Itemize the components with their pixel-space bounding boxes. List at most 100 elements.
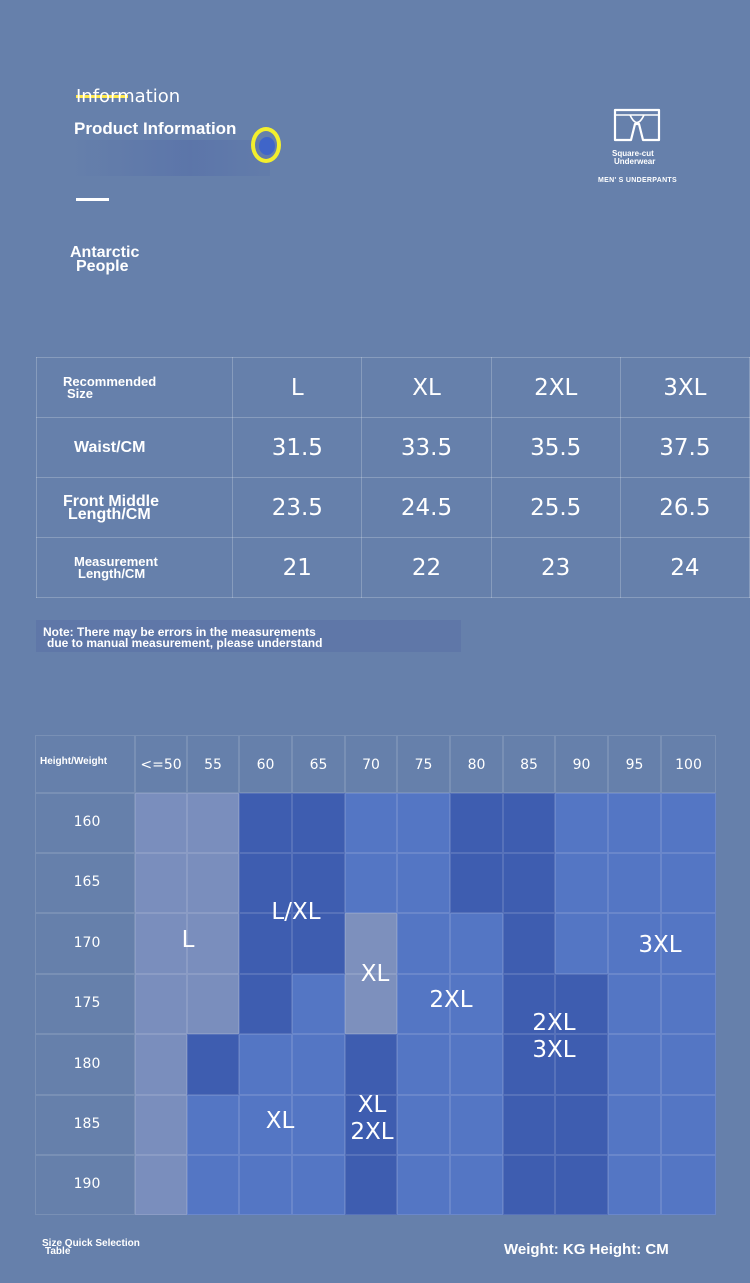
height-header-cell bbox=[35, 1155, 135, 1215]
height-label: 185 bbox=[73, 1116, 101, 1132]
grid-cell bbox=[661, 974, 716, 1034]
table-row: Front Middle Length/CM 23.5 24.5 25.5 26… bbox=[35, 477, 750, 538]
grid-cell bbox=[450, 853, 503, 913]
grid-cell bbox=[239, 1034, 292, 1095]
grid-cell bbox=[239, 974, 292, 1034]
height-label: 170 bbox=[73, 934, 101, 951]
grid-cell bbox=[661, 853, 716, 913]
height-header-cell bbox=[35, 793, 135, 853]
grid-cell bbox=[450, 793, 503, 853]
weight-label: <=50 bbox=[140, 757, 182, 773]
brand-line-2: People bbox=[76, 258, 129, 275]
value-cell: 21 bbox=[232, 537, 363, 598]
grid-cell bbox=[239, 853, 292, 913]
grid-cell bbox=[503, 793, 555, 853]
grid-cell bbox=[135, 853, 187, 913]
height-label: 175 bbox=[73, 995, 101, 1011]
grid-cell bbox=[397, 793, 450, 853]
units-label: Weight: KG Height: CM bbox=[504, 1241, 669, 1258]
weight-header-cell bbox=[608, 735, 661, 793]
weight-label: 65 bbox=[309, 757, 328, 773]
grid-cell bbox=[292, 1095, 345, 1155]
grid-cell bbox=[608, 974, 661, 1034]
label-line-1: Waist/CM bbox=[74, 439, 146, 456]
weight-header-cell bbox=[450, 735, 503, 793]
grid-cell bbox=[555, 1155, 608, 1215]
weight-label: 90 bbox=[572, 757, 591, 773]
grid-cell bbox=[292, 1155, 345, 1215]
value-cell: 25.5 bbox=[490, 477, 621, 538]
weight-label: 75 bbox=[414, 757, 433, 773]
brand-name: Antarctic People bbox=[70, 244, 140, 275]
zone-label-xl-small: XL bbox=[265, 1108, 295, 1134]
size-cell: L bbox=[232, 357, 363, 418]
grid-cell bbox=[661, 913, 716, 974]
grid-cell bbox=[661, 1095, 716, 1155]
note-line-2: due to manual measurement, please unders… bbox=[47, 636, 323, 650]
grid-cell bbox=[187, 1155, 239, 1215]
weight-label: 95 bbox=[625, 757, 644, 773]
size-cell: 2XL bbox=[490, 357, 621, 418]
height-header-cell bbox=[35, 1095, 135, 1155]
weight-header-cell bbox=[292, 735, 345, 793]
grid-cell bbox=[135, 1034, 187, 1095]
zone-label-line-1: 2XL bbox=[532, 1010, 576, 1036]
grid-cell bbox=[450, 974, 503, 1034]
grid-cell bbox=[608, 853, 661, 913]
value-cell: 24.5 bbox=[361, 477, 492, 538]
zone-label-xl-2xl: XL 2XL bbox=[345, 1092, 399, 1146]
height-header-cell bbox=[35, 913, 135, 974]
zone-label-xl: XL bbox=[360, 961, 390, 987]
divider bbox=[76, 198, 109, 201]
grid-cell bbox=[661, 793, 716, 853]
zone-label-line-2: 2XL bbox=[350, 1119, 394, 1145]
measurement-note: Note: There may be errors in the measure… bbox=[43, 626, 323, 650]
corner-label: Height/Weight bbox=[40, 756, 108, 767]
table-caption: Size Quick Selection Table bbox=[42, 1239, 140, 1257]
grid-cell bbox=[292, 793, 345, 853]
grid-cell bbox=[450, 1095, 503, 1155]
grid-cell bbox=[661, 1034, 716, 1095]
zone-label-line-2: 3XL bbox=[532, 1037, 576, 1063]
grid-cell bbox=[135, 793, 187, 853]
grid-cell bbox=[135, 974, 187, 1034]
grid-cell bbox=[239, 1095, 292, 1155]
height-label: 160 bbox=[73, 814, 101, 830]
value-cell: 35.5 bbox=[490, 417, 621, 478]
grid-cell bbox=[292, 1034, 345, 1095]
zone-label-l: L bbox=[181, 927, 195, 953]
grid-cell bbox=[397, 913, 450, 974]
size-cell: 3XL bbox=[619, 357, 750, 418]
corner-cell bbox=[35, 735, 135, 793]
grid-cell bbox=[555, 1034, 608, 1095]
grid-cell bbox=[345, 913, 397, 974]
logo-subtitle: MEN' S UNDERPANTS bbox=[598, 177, 677, 184]
grid-cell bbox=[503, 974, 555, 1034]
size-table: Recommended Size L XL 2XL 3XL Waist/CM 3… bbox=[35, 357, 750, 598]
underwear-icon bbox=[613, 108, 661, 142]
height-label: 190 bbox=[73, 1176, 101, 1192]
weight-header-cell bbox=[503, 735, 555, 793]
row-label: Recommended Size bbox=[35, 357, 234, 418]
zone-label-line-1: XL bbox=[357, 1092, 387, 1118]
brand-line-1: Antarctic bbox=[70, 244, 140, 261]
height-label: 165 bbox=[73, 874, 101, 890]
value-cell: 26.5 bbox=[619, 477, 750, 538]
grid-cell bbox=[292, 913, 345, 974]
value-cell: 23 bbox=[490, 537, 621, 598]
grid-cell bbox=[239, 1155, 292, 1215]
grid-cell bbox=[292, 853, 345, 913]
highlight-bar bbox=[76, 95, 128, 98]
grid-cell bbox=[397, 853, 450, 913]
grid-cell bbox=[345, 974, 397, 1034]
height-header-cell bbox=[35, 1034, 135, 1095]
grid-cell bbox=[187, 853, 239, 913]
value-cell: 37.5 bbox=[619, 417, 750, 478]
grid-cell bbox=[239, 793, 292, 853]
grid-cell bbox=[608, 1034, 661, 1095]
value-cell: 22 bbox=[361, 537, 492, 598]
weight-label: 60 bbox=[256, 757, 275, 773]
row-label: Front Middle Length/CM bbox=[35, 477, 234, 538]
grid-cell bbox=[503, 1095, 555, 1155]
grid-cell bbox=[503, 1155, 555, 1215]
